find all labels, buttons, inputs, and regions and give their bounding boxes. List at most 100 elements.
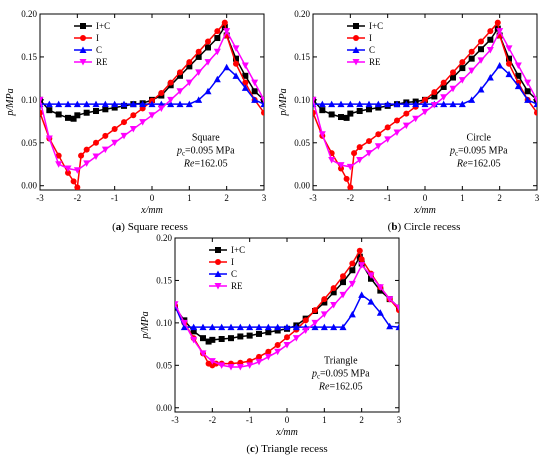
data-point-RE bbox=[412, 115, 420, 123]
data-point-I+C bbox=[328, 111, 335, 118]
data-point-I+C bbox=[246, 332, 253, 339]
data-point-RE bbox=[449, 85, 457, 93]
data-point-I+C bbox=[228, 335, 234, 342]
data-point-RE bbox=[477, 57, 485, 64]
data-point-RE bbox=[374, 143, 382, 150]
legend-entry: C bbox=[231, 269, 237, 279]
data-point-C bbox=[218, 323, 226, 331]
data-point-I+C bbox=[251, 88, 258, 95]
data-point-I+C bbox=[506, 55, 512, 62]
data-point-C bbox=[496, 62, 504, 69]
y-tick-label: 0.20 bbox=[156, 233, 172, 243]
data-point-RE bbox=[167, 96, 175, 104]
series-line-RE bbox=[175, 263, 399, 368]
data-point-RE bbox=[421, 108, 429, 116]
legend-marker-I bbox=[80, 35, 86, 41]
data-point-I bbox=[93, 139, 99, 146]
data-point-RE bbox=[185, 79, 193, 87]
data-point-I+C bbox=[186, 63, 193, 70]
data-point-RE bbox=[311, 319, 319, 327]
legend-entry: RE bbox=[96, 57, 108, 67]
data-point-RE bbox=[246, 362, 254, 369]
data-point-C bbox=[449, 100, 457, 108]
x-tick-label: 2 bbox=[497, 193, 502, 203]
data-point-I bbox=[284, 334, 290, 341]
data-point-C bbox=[440, 100, 448, 108]
data-point-I bbox=[506, 60, 512, 67]
data-point-RE bbox=[328, 156, 336, 164]
x-tick-label: 1 bbox=[460, 193, 465, 203]
data-point-I bbox=[78, 152, 85, 159]
data-point-RE bbox=[176, 88, 184, 95]
x-tick-label: -3 bbox=[309, 193, 317, 203]
data-point-I bbox=[83, 146, 90, 153]
data-point-I bbox=[422, 96, 428, 103]
data-point-RE bbox=[356, 156, 364, 164]
data-point-C bbox=[393, 100, 401, 108]
y-tick-label: 0.15 bbox=[21, 52, 37, 62]
data-point-C bbox=[148, 100, 156, 108]
data-point-I+C bbox=[65, 114, 71, 121]
data-point-I bbox=[351, 150, 358, 157]
data-point-I+C bbox=[478, 46, 484, 53]
data-point-C bbox=[190, 323, 198, 331]
data-point-C bbox=[283, 323, 291, 331]
data-point-RE bbox=[111, 139, 119, 147]
data-point-C bbox=[45, 100, 53, 108]
x-tick-label: 1 bbox=[187, 193, 192, 203]
data-point-RE bbox=[348, 280, 356, 288]
data-point-I+C bbox=[214, 35, 221, 42]
data-point-I bbox=[340, 273, 346, 280]
legend-entry: I+C bbox=[369, 21, 383, 31]
data-point-I+C bbox=[177, 72, 183, 79]
legend-marker-I bbox=[215, 259, 221, 265]
annotation-shape: Triangle bbox=[324, 355, 358, 366]
data-point-I+C bbox=[431, 93, 438, 100]
y-tick-label: 0.10 bbox=[21, 95, 37, 105]
data-point-I bbox=[302, 317, 309, 324]
data-point-RE bbox=[376, 284, 384, 291]
data-point-RE bbox=[283, 341, 291, 349]
data-point-I bbox=[221, 19, 228, 26]
data-point-I bbox=[312, 307, 318, 314]
data-point-I bbox=[347, 184, 354, 190]
data-point-C bbox=[232, 72, 240, 79]
x-tick-label: 3 bbox=[535, 193, 540, 203]
data-point-I+C bbox=[256, 330, 262, 337]
data-point-RE bbox=[533, 96, 537, 104]
data-point-RE bbox=[227, 364, 235, 371]
data-point-I+C bbox=[237, 333, 244, 340]
legend-entry: I+C bbox=[231, 245, 245, 255]
data-point-I+C bbox=[46, 107, 53, 114]
data-point-I+C bbox=[450, 74, 456, 81]
data-point-I+C bbox=[74, 112, 81, 119]
legend-entry: RE bbox=[231, 281, 243, 291]
data-point-C bbox=[328, 100, 336, 108]
data-point-C bbox=[101, 100, 109, 108]
data-point-I bbox=[205, 38, 211, 45]
data-point-I+C bbox=[205, 44, 211, 51]
data-point-RE bbox=[255, 358, 263, 366]
legend-marker-RE bbox=[79, 59, 87, 66]
data-point-RE bbox=[232, 45, 240, 52]
data-point-C bbox=[180, 323, 188, 331]
data-point-C bbox=[292, 323, 300, 331]
data-point-I bbox=[330, 285, 337, 292]
data-point-I bbox=[358, 256, 365, 263]
x-tick-label: 3 bbox=[397, 415, 402, 425]
data-point-RE bbox=[346, 163, 354, 171]
legend-entry: I bbox=[369, 33, 372, 43]
y-tick-label: 0.15 bbox=[156, 275, 172, 285]
data-point-RE bbox=[395, 304, 399, 312]
data-point-RE bbox=[55, 161, 63, 168]
data-point-RE bbox=[274, 348, 282, 356]
data-point-I+C bbox=[242, 72, 249, 79]
x-axis-label: x/mm bbox=[140, 205, 163, 216]
x-tick-label: -1 bbox=[111, 193, 119, 203]
data-point-I+C bbox=[343, 114, 350, 121]
data-point-RE bbox=[190, 336, 198, 344]
data-point-I bbox=[494, 19, 501, 26]
data-point-RE bbox=[236, 364, 244, 371]
data-point-RE bbox=[73, 167, 81, 174]
data-point-I+C bbox=[524, 88, 531, 95]
